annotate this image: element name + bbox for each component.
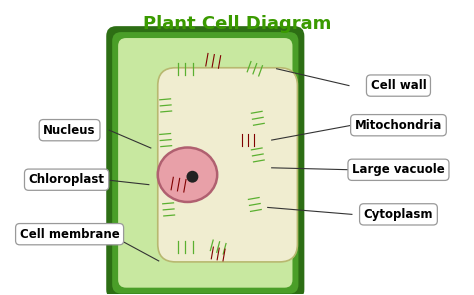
Ellipse shape — [166, 176, 191, 193]
Text: Nucleus: Nucleus — [43, 124, 96, 137]
Text: Chloroplast: Chloroplast — [28, 173, 105, 186]
Text: Cell wall: Cell wall — [371, 79, 426, 92]
Ellipse shape — [159, 94, 172, 116]
Ellipse shape — [248, 194, 262, 215]
Ellipse shape — [173, 62, 198, 76]
Text: Cell membrane: Cell membrane — [20, 228, 119, 241]
FancyBboxPatch shape — [112, 32, 299, 294]
Ellipse shape — [207, 240, 230, 254]
FancyBboxPatch shape — [118, 38, 292, 288]
Ellipse shape — [201, 53, 226, 69]
Text: Mitochondria: Mitochondria — [355, 119, 442, 132]
FancyBboxPatch shape — [158, 68, 297, 262]
Ellipse shape — [245, 62, 265, 76]
Ellipse shape — [159, 129, 172, 151]
FancyBboxPatch shape — [106, 26, 304, 295]
Ellipse shape — [206, 246, 230, 262]
Ellipse shape — [158, 148, 217, 202]
Text: Cytoplasm: Cytoplasm — [364, 208, 433, 221]
Ellipse shape — [162, 199, 175, 220]
Ellipse shape — [251, 107, 264, 129]
Ellipse shape — [251, 144, 264, 166]
Text: Large vacuole: Large vacuole — [352, 163, 445, 176]
Ellipse shape — [186, 171, 198, 183]
Text: Plant Cell Diagram: Plant Cell Diagram — [143, 15, 331, 33]
Ellipse shape — [173, 240, 198, 254]
Ellipse shape — [236, 133, 260, 148]
